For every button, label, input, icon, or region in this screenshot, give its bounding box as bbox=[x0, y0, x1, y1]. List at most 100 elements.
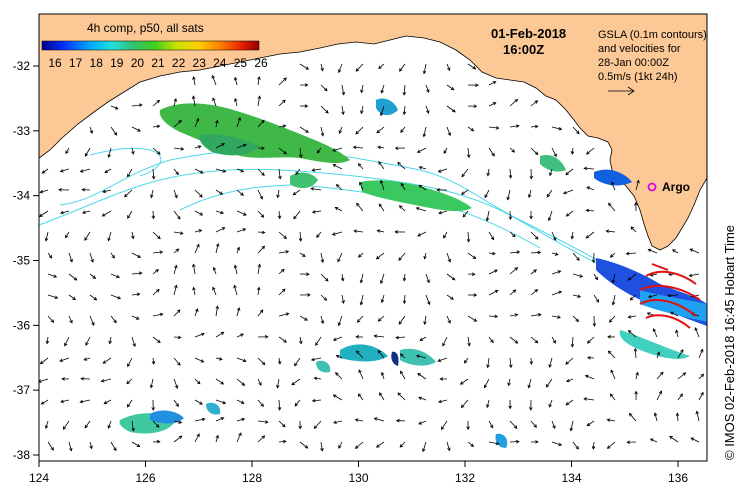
velocity-arrow-head bbox=[447, 447, 451, 452]
velocity-arrow bbox=[381, 372, 385, 380]
velocity-arrow bbox=[173, 98, 177, 107]
velocity-arrow bbox=[291, 378, 301, 385]
velocity-arrow bbox=[509, 147, 515, 153]
velocity-arrow-head bbox=[380, 89, 384, 94]
velocity-arrow-head bbox=[199, 212, 204, 216]
velocity-arrow-head bbox=[136, 443, 141, 448]
velocity-arrow-head bbox=[325, 109, 329, 114]
velocity-arrow-head bbox=[278, 175, 282, 180]
velocity-arrow-head bbox=[304, 445, 309, 449]
colorbar-ticks: 16 17 18 19 20 21 22 23 24 25 26 bbox=[48, 56, 268, 70]
velocity-arrow-head bbox=[155, 268, 159, 273]
velocity-arrow-head bbox=[197, 145, 202, 149]
velocity-arrow bbox=[152, 147, 161, 155]
velocity-arrow-head bbox=[116, 274, 120, 279]
velocity-arrow-head bbox=[44, 237, 49, 242]
velocity-arrow bbox=[698, 373, 704, 380]
velocity-arrow bbox=[377, 350, 385, 359]
velocity-arrow bbox=[509, 420, 518, 429]
velocity-arrow bbox=[257, 420, 268, 423]
velocity-arrow-head bbox=[79, 399, 84, 404]
velocity-arrow bbox=[278, 313, 289, 317]
velocity-arrow-head bbox=[332, 164, 337, 168]
velocity-arrow-head bbox=[277, 215, 282, 220]
velocity-arrow-head bbox=[341, 91, 346, 96]
velocity-arrow bbox=[650, 438, 658, 443]
velocity-arrow-head bbox=[373, 334, 378, 338]
colorbar-tick-label: 18 bbox=[90, 56, 104, 70]
velocity-arrow bbox=[438, 399, 448, 403]
velocity-arrow-head bbox=[464, 359, 468, 364]
velocity-arrow bbox=[152, 100, 160, 107]
velocity-arrow bbox=[110, 105, 119, 110]
velocity-arrow bbox=[488, 81, 497, 86]
velocity-arrow-head bbox=[607, 335, 611, 339]
velocity-arrow bbox=[584, 398, 595, 401]
velocity-arrow bbox=[635, 372, 639, 380]
velocity-arrow-head bbox=[660, 371, 664, 376]
velocity-arrow-head bbox=[173, 97, 177, 102]
velocity-arrow bbox=[530, 336, 539, 344]
velocity-arrow bbox=[380, 180, 385, 191]
velocity-arrow-head bbox=[156, 99, 161, 104]
velocity-arrow bbox=[353, 146, 364, 149]
velocity-arrow bbox=[487, 168, 490, 176]
velocity-arrow bbox=[341, 105, 344, 115]
velocity-arrow bbox=[488, 102, 497, 107]
velocity-arrow-head bbox=[583, 397, 588, 401]
velocity-arrow-head bbox=[399, 68, 403, 72]
velocity-arrow-head bbox=[72, 296, 76, 301]
velocity-arrow-head bbox=[398, 257, 402, 261]
velocity-arrow-head bbox=[467, 342, 471, 347]
velocity-arrow bbox=[278, 357, 281, 365]
velocity-arrow bbox=[215, 357, 222, 360]
velocity-arrow bbox=[278, 440, 286, 443]
velocity-arrow bbox=[173, 420, 182, 424]
velocity-arrow-head bbox=[690, 437, 695, 441]
velocity-arrow-head bbox=[695, 410, 699, 415]
velocity-arrow bbox=[127, 210, 133, 219]
velocity-arrow bbox=[488, 269, 498, 275]
velocity-arrow bbox=[320, 252, 324, 263]
velocity-arrow bbox=[509, 168, 512, 178]
velocity-arrow-head bbox=[91, 322, 95, 326]
velocity-arrow-head bbox=[59, 169, 64, 173]
velocity-arrow bbox=[236, 333, 244, 338]
velocity-arrow bbox=[530, 420, 537, 428]
velocity-arrow bbox=[403, 84, 406, 95]
velocity-arrow bbox=[62, 420, 70, 430]
velocity-arrow bbox=[320, 273, 329, 282]
velocity-arrow bbox=[150, 189, 154, 198]
velocity-arrow-head bbox=[281, 423, 286, 428]
velocity-arrow bbox=[626, 252, 637, 255]
velocity-arrow-head bbox=[565, 171, 569, 176]
velocity-arrow bbox=[47, 294, 58, 299]
velocity-arrow-head bbox=[304, 104, 309, 108]
velocity-arrow bbox=[257, 168, 265, 176]
velocity-arrow bbox=[446, 252, 451, 263]
velocity-arrow-head bbox=[58, 188, 62, 192]
velocity-arrow bbox=[608, 350, 616, 359]
velocity-arrow-head bbox=[221, 143, 226, 147]
velocity-arrow-head bbox=[394, 146, 399, 150]
velocity-arrow bbox=[461, 189, 469, 195]
velocity-arrow bbox=[89, 294, 97, 301]
velocity-arrow bbox=[194, 229, 202, 233]
velocity-arrow bbox=[127, 168, 133, 177]
velocity-arrow bbox=[294, 357, 301, 367]
velocity-arrow bbox=[484, 189, 490, 198]
colorbar-tick-label: 20 bbox=[131, 56, 145, 70]
velocity-arrow-head bbox=[627, 315, 632, 319]
velocity-arrow bbox=[654, 412, 658, 422]
velocity-arrow-head bbox=[534, 100, 539, 104]
velocity-arrow-head bbox=[132, 343, 136, 348]
velocity-arrow-head bbox=[472, 255, 477, 259]
velocity-arrow bbox=[551, 441, 562, 446]
velocity-arrow-head bbox=[220, 331, 225, 336]
velocity-arrow bbox=[357, 315, 364, 323]
velocity-arrow bbox=[311, 188, 322, 191]
velocity-arrow-head bbox=[545, 383, 550, 388]
velocity-arrow-head bbox=[575, 318, 580, 322]
velocity-arrow-head bbox=[294, 402, 299, 407]
